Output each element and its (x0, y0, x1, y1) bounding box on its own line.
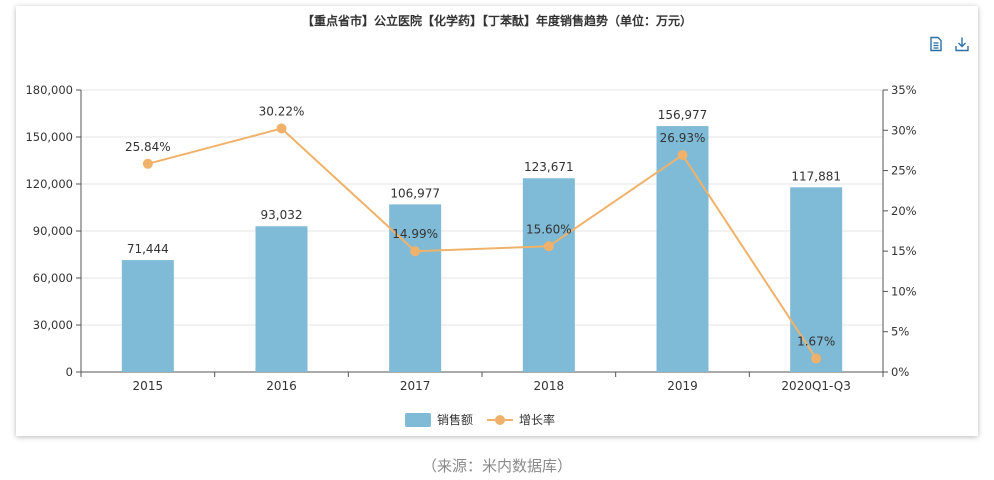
x-tick-label: 2015 (133, 379, 164, 393)
y-left-tick-label: 120,000 (25, 177, 73, 191)
growth-rate-point (811, 353, 822, 364)
bar-value-label: 106,977 (390, 186, 440, 200)
y-right-tick-label: 15% (891, 244, 917, 258)
y-right-tick-label: 0% (891, 365, 909, 379)
growth-rate-point (677, 150, 688, 161)
y-left-tick-label: 180,000 (25, 83, 73, 97)
legend-label-sales: 销售额 (437, 412, 473, 427)
y-right-tick-label: 20% (891, 204, 917, 218)
x-tick-label: 2018 (534, 379, 565, 393)
y-left-tick-label: 0 (66, 365, 73, 379)
bar (522, 178, 575, 372)
growth-rate-point (543, 241, 554, 252)
growth-rate-label: 25.84% (125, 140, 171, 154)
growth-rate-label: 26.93% (660, 131, 706, 145)
y-right-tick-label: 25% (891, 164, 917, 178)
x-tick-label: 2016 (266, 379, 297, 393)
growth-rate-point (410, 246, 421, 257)
bar (790, 187, 843, 372)
growth-rate-label: 1.67% (797, 335, 835, 349)
chart-title: 【重点省市】公立医院【化学药】【丁苯酞】年度销售趋势（单位：万元） (302, 13, 692, 28)
growth-rate-line (147, 127, 818, 360)
legend-label-growth: 增长率 (519, 412, 555, 427)
growth-rate-label: 30.22% (259, 105, 305, 119)
x-tick-label: 2017 (400, 379, 431, 393)
legend-swatch-sales (405, 413, 431, 427)
source-note: （来源：米内数据库） (421, 457, 572, 475)
growth-rate-point (276, 123, 287, 134)
growth-rate-point (142, 158, 153, 169)
y-right-tick-label: 10% (891, 284, 917, 298)
bar (255, 226, 308, 372)
bar-value-label: 117,881 (791, 169, 841, 183)
chart: 【重点省市】公立医院【化学药】【丁苯酞】年度销售趋势（单位：万元） 0 30,000… (25, 13, 917, 427)
legend-swatch-growth-point (495, 415, 505, 425)
y-right-tick-label: 5% (891, 325, 909, 339)
bar (389, 204, 442, 372)
y-right-tick-label: 30% (891, 123, 917, 137)
y-left-tick-label: 90,000 (33, 224, 73, 238)
bar-value-label: 93,032 (261, 208, 303, 222)
chart-toolbar (928, 36, 970, 52)
bar-value-label: 123,671 (524, 160, 574, 174)
growth-rate-label: 15.60% (526, 222, 572, 236)
download-icon[interactable] (954, 36, 970, 52)
y-left-tick-label: 150,000 (25, 130, 73, 144)
x-tick-label: 2020Q1-Q3 (781, 379, 850, 393)
data-view-icon[interactable] (928, 36, 944, 52)
chart-card: 【重点省市】公立医院【化学药】【丁苯酞】年度销售趋势（单位：万元） 0 30,000… (16, 6, 978, 436)
bar-value-label: 156,977 (658, 108, 708, 122)
y-right-tick-label: 35% (891, 83, 917, 97)
bar (656, 126, 709, 372)
bar (121, 260, 174, 372)
x-tick-label: 2019 (667, 379, 698, 393)
y-left-tick-label: 60,000 (33, 271, 73, 285)
growth-rate-label: 14.99% (392, 227, 438, 241)
bar-value-label: 71,444 (127, 242, 169, 256)
y-left-tick-label: 30,000 (33, 318, 73, 332)
